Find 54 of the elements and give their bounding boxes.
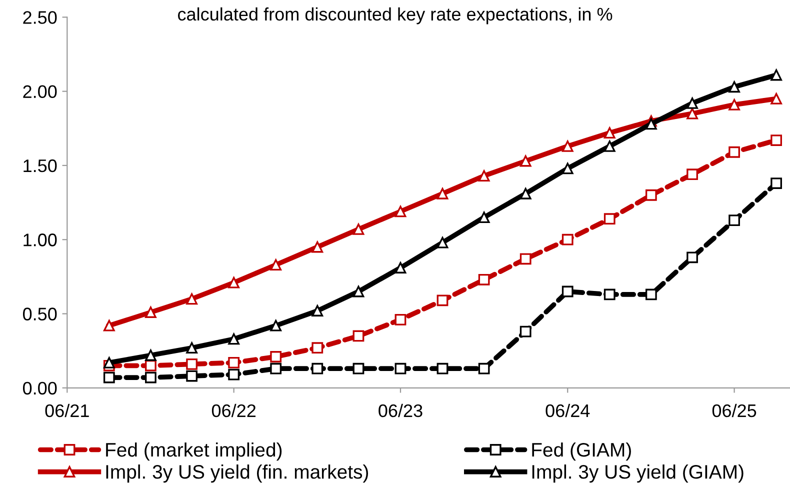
point [394, 362, 406, 374]
legend-label: Fed (market implied) [106, 442, 282, 461]
point [436, 362, 448, 374]
y-tick-label: 0.50 [22, 308, 57, 320]
y-tick-label: 1.00 [24, 234, 57, 246]
point [770, 178, 782, 189]
y-tick-label: 1.50 [24, 159, 57, 172]
point [103, 356, 115, 368]
point [394, 314, 406, 326]
point [352, 330, 364, 342]
x-tick-label: 06/25 [712, 404, 756, 418]
point [228, 356, 240, 368]
y-tick-label: 0.00 [22, 382, 57, 395]
point [103, 320, 115, 332]
y-tick-label: 2.00 [23, 85, 57, 98]
point [145, 360, 156, 372]
x-tick-label: 06/23 [378, 404, 422, 418]
point [103, 372, 115, 384]
point [145, 372, 156, 384]
point [604, 288, 616, 300]
point [270, 351, 282, 362]
point [228, 368, 240, 380]
point [686, 252, 698, 264]
point [478, 274, 490, 286]
point [770, 69, 782, 81]
point [520, 326, 532, 338]
x-tick-label: 06/22 [212, 404, 256, 418]
point [770, 93, 782, 104]
point [312, 342, 324, 354]
point [478, 362, 490, 374]
legend-label: Impl. 3y US yield (fin. markets) [106, 464, 368, 483]
point [686, 168, 698, 180]
point [645, 189, 657, 201]
point [728, 146, 740, 158]
x-tick-label: 06/24 [546, 404, 590, 418]
point [520, 253, 532, 265]
chart-title: calculated from discounted key rate expectations, in % [178, 7, 612, 24]
point [186, 370, 198, 382]
point [604, 213, 616, 225]
point [312, 362, 324, 374]
point [436, 294, 448, 306]
legend-label: Impl. 3y US yield (GIAM) [532, 464, 744, 483]
point [562, 286, 574, 298]
y-tick-label: 2.50 [23, 11, 57, 24]
point [352, 362, 364, 374]
point [270, 362, 282, 374]
point [728, 81, 740, 93]
legend-label: Fed (GIAM) [532, 442, 631, 461]
point [728, 214, 740, 226]
x-tick-label: 06/21 [45, 404, 89, 418]
point [562, 234, 574, 246]
point [186, 358, 198, 370]
point [770, 134, 782, 146]
point [645, 288, 657, 300]
